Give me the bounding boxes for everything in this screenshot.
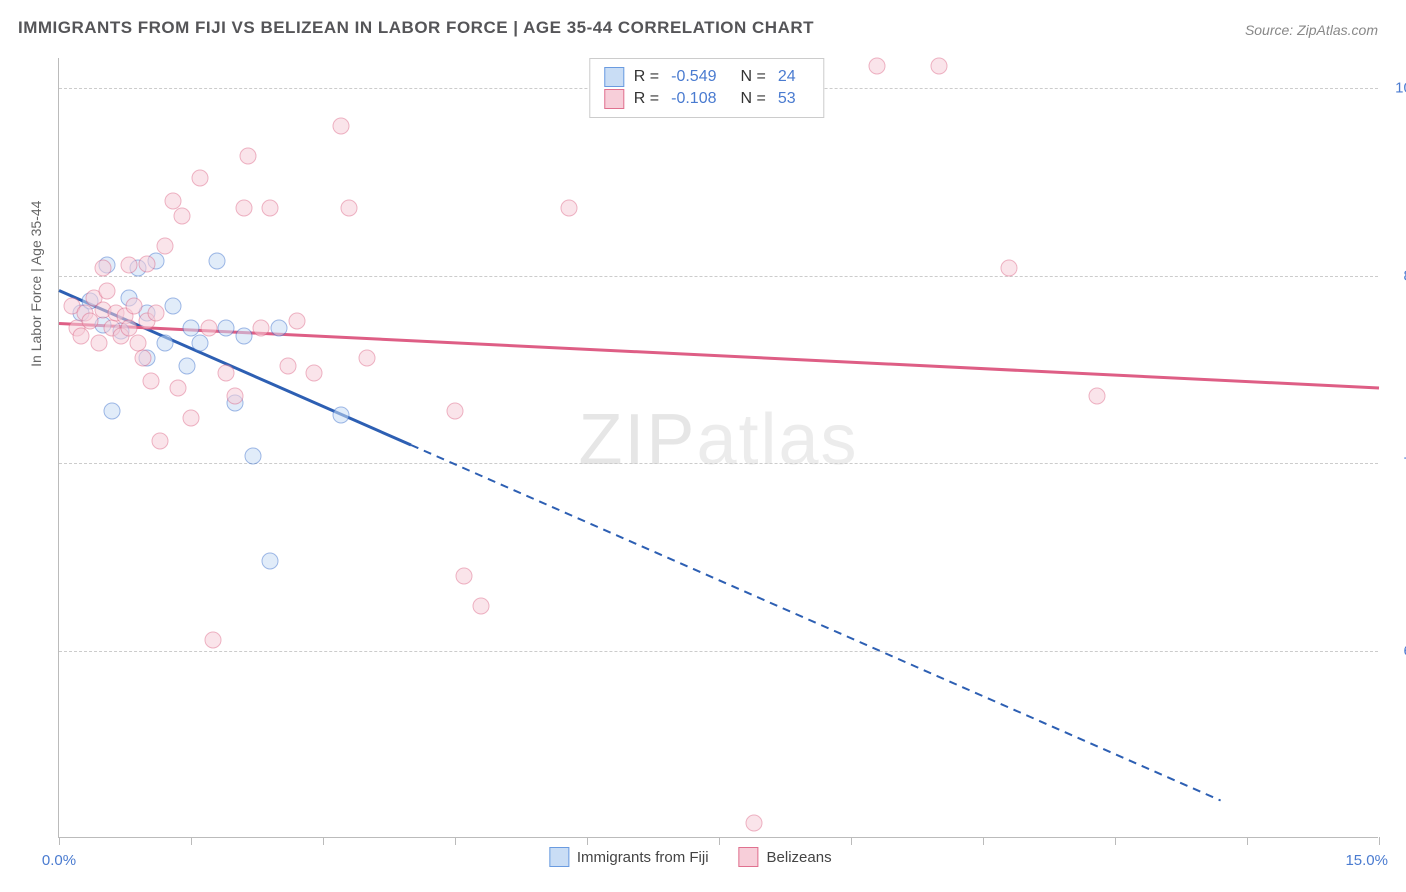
legend-bottom-item: Immigrants from Fiji [549,847,709,867]
scatter-point-belizean [332,117,349,134]
x-tick [1379,837,1380,845]
grid-line [59,651,1378,652]
scatter-point-belizean [1089,387,1106,404]
x-tick [191,837,192,845]
watermark-atlas: atlas [696,399,858,479]
scatter-point-belizean [1001,260,1018,277]
scatter-point-belizean [253,320,270,337]
x-tick [59,837,60,845]
scatter-point-belizean [152,432,169,449]
x-tick [455,837,456,845]
scatter-point-belizean [359,350,376,367]
watermark-zip: ZIP [578,399,696,479]
scatter-point-belizean [95,260,112,277]
y-tick-label: 62.5% [1386,642,1406,659]
legend-label: Belizeans [767,849,832,866]
scatter-point-fiji [332,407,349,424]
scatter-point-belizean [473,597,490,614]
scatter-point-fiji [191,335,208,352]
scatter-point-belizean [341,200,358,217]
x-tick [323,837,324,845]
x-tick [1247,837,1248,845]
legend-label: Immigrants from Fiji [577,849,709,866]
scatter-point-belizean [121,257,138,274]
scatter-point-fiji [103,402,120,419]
scatter-point-belizean [262,200,279,217]
legend-swatch [549,847,569,867]
legend-top-row: R = -0.108 N = 53 [604,89,810,109]
legend-top: R = -0.549 N = 24 R = -0.108 N = 53 [589,58,825,118]
x-axis-label-right: 15.0% [1345,852,1388,869]
scatter-point-belizean [169,380,186,397]
legend-r-label: R = [634,68,659,86]
scatter-point-belizean [183,410,200,427]
scatter-point-belizean [73,327,90,344]
scatter-point-fiji [209,252,226,269]
y-tick-label: 100.0% [1386,80,1406,97]
legend-r-value: -0.108 [671,90,716,108]
source-label: Source: ZipAtlas.com [1245,22,1378,38]
watermark: ZIPatlas [578,398,858,480]
x-axis-label-left: 0.0% [42,852,76,869]
y-axis-title: In Labor Force | Age 35-44 [28,201,44,367]
scatter-point-belizean [306,365,323,382]
scatter-point-belizean [99,282,116,299]
scatter-point-belizean [561,200,578,217]
legend-n-value: 24 [778,68,796,86]
scatter-point-belizean [447,402,464,419]
legend-r-value: -0.549 [671,68,716,86]
x-tick [983,837,984,845]
scatter-point-belizean [746,815,763,832]
y-tick-label: 75.0% [1386,455,1406,472]
scatter-point-belizean [240,147,257,164]
x-tick [587,837,588,845]
legend-bottom: Immigrants from Fiji Belizeans [549,847,832,867]
scatter-point-belizean [125,297,142,314]
legend-n-value: 53 [778,90,796,108]
scatter-point-belizean [134,350,151,367]
grid-line [59,463,1378,464]
legend-n-label: N = [740,68,765,86]
scatter-point-belizean [279,357,296,374]
scatter-point-belizean [288,312,305,329]
scatter-point-belizean [147,305,164,322]
trend-line [411,445,1221,801]
scatter-point-belizean [174,207,191,224]
legend-n-label: N = [740,90,765,108]
scatter-point-belizean [455,567,472,584]
scatter-point-fiji [244,447,261,464]
scatter-point-fiji [178,357,195,374]
legend-swatch [604,89,624,109]
scatter-point-fiji [271,320,288,337]
legend-r-label: R = [634,90,659,108]
scatter-point-fiji [165,297,182,314]
scatter-point-belizean [156,237,173,254]
scatter-point-belizean [218,365,235,382]
scatter-point-belizean [200,320,217,337]
scatter-point-fiji [218,320,235,337]
chart-title: IMMIGRANTS FROM FIJI VS BELIZEAN IN LABO… [18,18,814,38]
x-tick [1115,837,1116,845]
y-tick-label: 87.5% [1386,267,1406,284]
scatter-point-belizean [205,632,222,649]
scatter-point-belizean [227,387,244,404]
scatter-point-belizean [191,170,208,187]
legend-top-row: R = -0.549 N = 24 [604,67,810,87]
legend-swatch [739,847,759,867]
legend-bottom-item: Belizeans [739,847,832,867]
legend-swatch [604,67,624,87]
scatter-point-belizean [139,255,156,272]
scatter-point-belizean [235,200,252,217]
scatter-point-belizean [90,335,107,352]
x-tick [851,837,852,845]
scatter-point-belizean [869,57,886,74]
scatter-point-fiji [235,327,252,344]
grid-line [59,276,1378,277]
scatter-point-fiji [156,335,173,352]
plot-area: ZIPatlas 62.5%75.0%87.5%100.0% R =-0.549… [58,58,1378,838]
x-tick [719,837,720,845]
scatter-point-belizean [931,57,948,74]
scatter-point-fiji [262,552,279,569]
scatter-point-belizean [143,372,160,389]
